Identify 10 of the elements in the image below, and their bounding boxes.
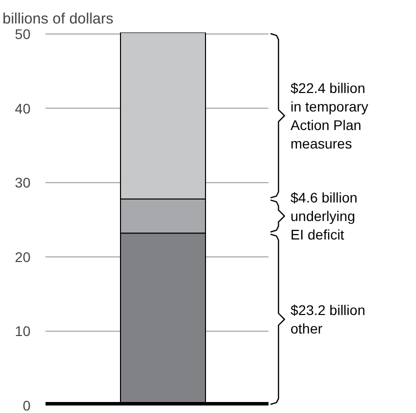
y-tick-label: 0 xyxy=(22,398,31,413)
y-tick-label: 10 xyxy=(14,323,31,340)
y-axis-title: billions of dollars xyxy=(2,10,114,28)
y-tick-label: 30 xyxy=(14,174,31,191)
y-tick-label: 50 xyxy=(14,26,31,42)
text: $23.2 billion other xyxy=(290,302,366,337)
y-tick-label: 20 xyxy=(14,248,31,265)
text: $22.4 billion in temporary Action Plan measures xyxy=(290,80,368,152)
y-tick-label: 40 xyxy=(14,100,31,116)
legend-label: $4.6 billion underlying EI deficit xyxy=(290,190,358,242)
